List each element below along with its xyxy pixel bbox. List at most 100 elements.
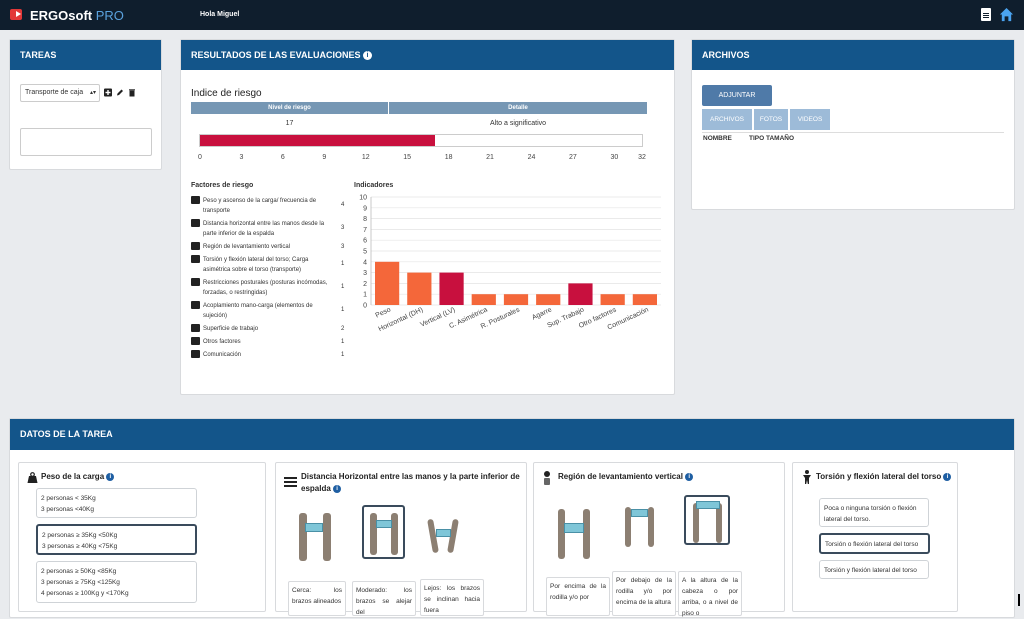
- factor-label: Comunicación: [203, 352, 242, 358]
- exit-arrow-icon[interactable]: [10, 9, 22, 20]
- indicadores-label: Indicadores: [354, 182, 394, 189]
- info-icon[interactable]: i: [333, 484, 342, 493]
- distancia-title: Distancia Horizontal entre las manos y l…: [301, 472, 520, 493]
- distance-icon: [191, 219, 200, 228]
- upload-file-button[interactable]: ADJUNTAR ARCHIVO: [702, 85, 772, 120]
- peso-card: Peso de la carga i 2 personas < 35Kg 3 p…: [18, 462, 266, 612]
- torsion-card: Torsión y flexión lateral del torso i Po…: [792, 462, 958, 612]
- risk-scale-tick: 0: [198, 154, 202, 161]
- factor-value: 1: [341, 352, 345, 358]
- task-select[interactable]: Transporte de caja ▴▾: [20, 84, 100, 102]
- risk-scale-tick: 9: [322, 154, 327, 161]
- index-title: Indice de riesgo: [191, 88, 262, 99]
- indicator-bar: [407, 272, 432, 305]
- torsion-option-3[interactable]: Torsión y flexión lateral del torso: [819, 560, 929, 579]
- indicator-bar: [439, 272, 464, 305]
- factor-value: 1: [341, 339, 345, 345]
- peso-option-3[interactable]: 2 personas ≥ 50Kg <85Kg 3 personas ≥ 75K…: [36, 561, 197, 603]
- document-icon[interactable]: [981, 8, 991, 21]
- tab-videos[interactable]: VIDEOS: [790, 109, 830, 130]
- figure-body-icon: [370, 513, 377, 555]
- risk-scale-tick: 30: [610, 154, 619, 161]
- scrollbar-thumb[interactable]: [1018, 594, 1020, 606]
- factor-label: Peso y ascenso de la carga/ frecuencia d…: [203, 198, 317, 214]
- peso-title: Peso de la carga i: [41, 471, 115, 483]
- factores-label: Factores de riesgo: [191, 182, 254, 189]
- delete-icon[interactable]: [128, 88, 136, 97]
- box-icon: [631, 509, 648, 517]
- factor-label: Región de levantamiento vertical: [203, 244, 291, 250]
- nivel-header: Nivel de riesgo: [191, 102, 388, 114]
- region-waist-figure[interactable]: [620, 503, 660, 549]
- tab-archivos[interactable]: ARCHIVOS: [702, 109, 752, 130]
- factor-row: Torsión y flexión lateral del torso; Car…: [191, 255, 351, 275]
- distance-desc-3: Lejos: los brazos se inclinan hacia fuer…: [420, 579, 484, 616]
- indicator-bar: [471, 294, 496, 305]
- factor-label: Superficie de trabajo: [203, 326, 259, 332]
- indicator-bar: [600, 294, 625, 305]
- distance-far-figure[interactable]: [426, 515, 462, 555]
- region-desc-3: A la altura de la cabeza o por arriba, o…: [678, 571, 742, 617]
- indicator-bar: [375, 261, 400, 305]
- distance-moderate-figure[interactable]: [362, 505, 405, 559]
- info-icon[interactable]: i: [363, 51, 373, 61]
- edit-icon[interactable]: [116, 88, 124, 97]
- factor-label: Otros factores: [203, 339, 241, 345]
- caret-icon: ▴▾: [89, 90, 96, 96]
- vertical-icon: [544, 471, 550, 485]
- detalle-value: Alto a significativo: [489, 120, 547, 127]
- factor-row: Distancia horizontal entre las manos des…: [191, 219, 351, 239]
- indicator-bar: [632, 294, 657, 305]
- torsion-option-2[interactable]: Torsión o flexión lateral del torso: [819, 533, 930, 554]
- archivos-panel: ARCHIVOS ADJUNTAR ARCHIVO ARCHIVOS FOTOS…: [691, 39, 1015, 210]
- risk-scale-tick: 32: [638, 154, 646, 161]
- vertical-icon: [191, 242, 200, 251]
- region-card: Región de levantamiento vertical i Por e…: [533, 462, 785, 617]
- figure-body-icon: [648, 507, 654, 547]
- y-tick-label: 2: [363, 281, 367, 288]
- resultados-title: RESULTADOS DE LAS EVALUACIONES: [191, 50, 361, 60]
- factor-row: Otros factores 1: [191, 337, 351, 347]
- region-head-figure[interactable]: [684, 495, 730, 545]
- y-tick-label: 7: [363, 227, 367, 234]
- risk-scale-tick: 6: [280, 154, 285, 161]
- info-icon[interactable]: i: [106, 472, 115, 481]
- distance-desc-1: Cerca: los brazos alineados: [288, 581, 346, 616]
- resultados-panel: RESULTADOS DE LAS EVALUACIONES i Indice …: [180, 39, 675, 395]
- nivel-value: 17: [285, 120, 294, 127]
- posture-icon: [191, 278, 200, 287]
- add-icon[interactable]: [104, 88, 112, 97]
- weight-icon: [191, 196, 200, 205]
- info-icon[interactable]: i: [685, 472, 694, 481]
- region-knee-figure[interactable]: [550, 503, 598, 561]
- region-title: Región de levantamiento vertical i: [558, 471, 694, 483]
- grip-icon: [191, 301, 200, 310]
- info-icon[interactable]: i: [943, 472, 952, 481]
- column-tipo-tamano: TIPO TAMAÑO: [749, 135, 795, 142]
- x-tick-label: Peso: [375, 306, 393, 319]
- home-icon[interactable]: [999, 7, 1014, 22]
- indicator-bar: [568, 283, 593, 305]
- archivos-title: ARCHIVOS: [692, 40, 1014, 70]
- tab-fotos[interactable]: FOTOS: [754, 109, 788, 130]
- peso-option-2[interactable]: 2 personas ≥ 35Kg <50Kg 3 personas ≥ 40K…: [36, 524, 197, 555]
- app-brand[interactable]: ERGOsoft PRO: [30, 8, 124, 23]
- risk-progress-fill: [200, 135, 435, 146]
- distance-desc-2: Moderado: los brazos se alejar del: [352, 581, 416, 616]
- distance-close-figure[interactable]: [291, 505, 337, 563]
- factor-row: Región de levantamiento vertical 3: [191, 242, 351, 252]
- task-notes-textarea[interactable]: [20, 128, 152, 156]
- distancia-card: Distancia Horizontal entre las manos y l…: [275, 462, 527, 616]
- figure-body-icon: [323, 513, 331, 561]
- factor-value: 3: [341, 225, 345, 231]
- torsion-icon: [803, 470, 811, 484]
- distance-icon: [284, 477, 297, 487]
- user-greeting: Hola Miguel: [200, 11, 240, 18]
- factor-label: Distancia horizontal entre las manos des…: [203, 221, 325, 237]
- factor-row: Restricciones posturales (posturas incóm…: [191, 278, 351, 298]
- torsion-option-1[interactable]: Poca o ninguna torsión o flexión lateral…: [819, 498, 929, 527]
- peso-option-1[interactable]: 2 personas < 35Kg 3 personas <40Kg: [36, 488, 197, 518]
- figure-body-icon: [625, 507, 631, 547]
- figure-body-icon: [299, 513, 307, 561]
